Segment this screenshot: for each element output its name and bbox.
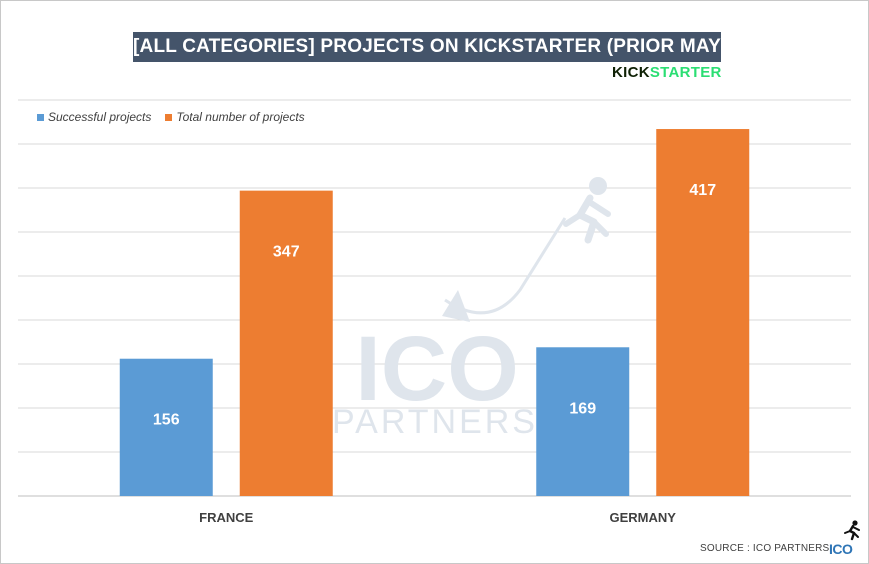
data-label-successful-germany: 169	[569, 400, 596, 417]
watermark-ico: ICO	[355, 318, 519, 420]
x-tick-label-france: FRANCE	[199, 510, 253, 525]
data-label-successful-france: 156	[153, 412, 180, 429]
watermark-arrow-head	[442, 290, 470, 322]
bar-total-germany	[656, 129, 750, 497]
legend-item-total: Total number of projects	[165, 110, 305, 124]
x-tick-label-germany: GERMANY	[610, 510, 677, 525]
ico-logo: ICO	[829, 541, 853, 557]
data-label-total-germany: 417	[689, 182, 716, 199]
chart-title: [ALL CATEGORIES] PROJECTS ON KICKSTARTER…	[133, 32, 776, 62]
data-label-total-france: 347	[273, 244, 300, 261]
watermark-partners: PARTNERS	[332, 403, 538, 441]
bar-total-france	[239, 190, 333, 496]
legend: Successful projects Total number of proj…	[37, 110, 319, 124]
kickstarter-logo: KICKSTARTER	[612, 64, 722, 81]
watermark-runner-icon	[563, 177, 611, 244]
data-labels: 156 347 169 417	[153, 182, 716, 429]
legend-swatch-total	[165, 113, 173, 121]
watermark: ICO PARTNERS	[332, 177, 611, 441]
bar-successful-germany	[536, 347, 630, 496]
x-axis: FRANCE GERMANY	[199, 510, 676, 525]
runner-icon	[840, 520, 864, 547]
legend-item-successful: Successful projects	[37, 110, 151, 124]
source-note: SOURCE : ICO PARTNERS	[700, 543, 830, 554]
bar-successful-france	[119, 358, 213, 496]
legend-label-successful: Successful projects	[48, 110, 152, 124]
watermark-arrow	[444, 217, 567, 315]
legend-label-total: Total number of projects	[176, 110, 305, 124]
bars	[119, 129, 750, 497]
legend-swatch-successful	[37, 113, 44, 121]
